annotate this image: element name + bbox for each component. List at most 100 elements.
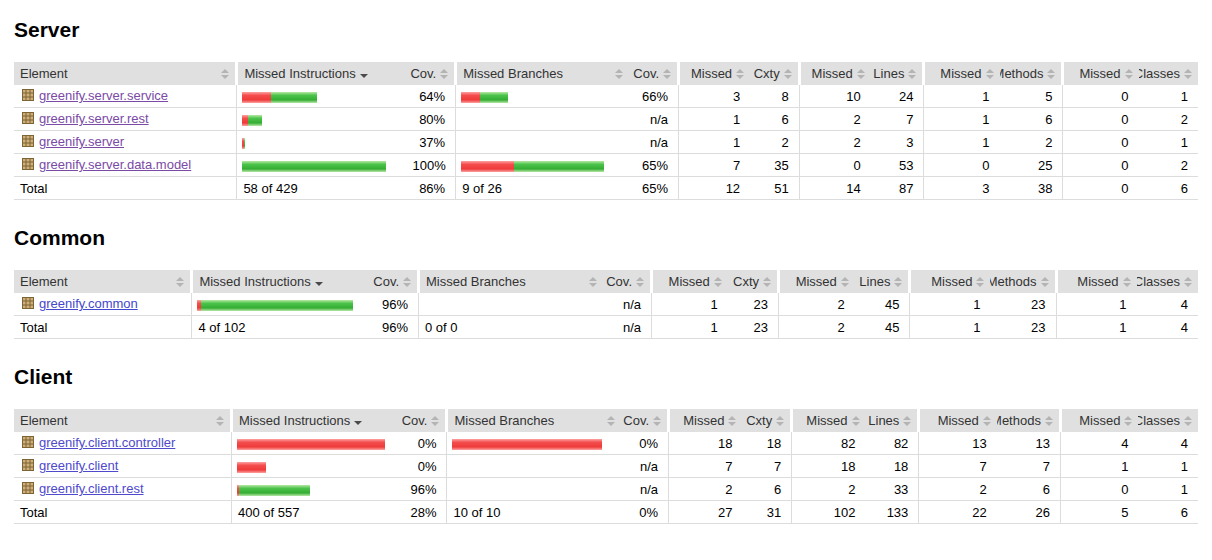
package-icon (22, 297, 34, 312)
branches-bar-covered (480, 92, 508, 103)
instructions-bar-cell (237, 131, 407, 154)
sort-header-cxty[interactable]: Cxty (750, 62, 799, 85)
sort-header-missed-instructions[interactable]: Missed Instructions (192, 270, 372, 293)
header-content: Missed Instructions (199, 274, 366, 289)
sort-down-triangle (1184, 283, 1192, 287)
sort-down-triangle (1041, 283, 1049, 287)
branches-coverage-cell: n/a (629, 131, 678, 154)
sort-header-classes[interactable]: Classes (1139, 62, 1198, 85)
header-label: Missed Instructions (239, 413, 350, 428)
sort-header-cov-[interactable]: Cov. (603, 270, 652, 293)
sort-header-cxty[interactable]: Cxty (728, 270, 779, 293)
sort-header-missed[interactable]: Missed (1060, 409, 1138, 432)
package-link[interactable]: greenify.server (39, 134, 124, 149)
sort-down-triangle (589, 283, 597, 287)
sort-header-cov-[interactable]: Cov. (621, 409, 668, 432)
sort-header-lines[interactable]: Lines (871, 62, 924, 85)
missed-cxty-cell: 1 (679, 108, 751, 131)
sort-down-triangle (663, 75, 671, 79)
sort-header-classes[interactable]: Classes (1137, 270, 1198, 293)
sort-up-triangle (894, 277, 902, 281)
header-label: Missed Branches (463, 66, 563, 81)
sort-header-cov-[interactable]: Cov. (629, 62, 678, 85)
total-instr-cell: 4 of 102 (192, 316, 372, 339)
header-label: Lines (873, 66, 904, 81)
sort-header-missed-instructions[interactable]: Missed Instructions (232, 409, 402, 432)
sort-header-element[interactable]: Element (14, 62, 237, 85)
sort-header-cov-[interactable]: Cov. (407, 62, 456, 85)
sort-header-lines[interactable]: Lines (866, 409, 919, 432)
methods-cell: 2 (1000, 131, 1063, 154)
classes-cell: 4 (1138, 432, 1198, 455)
sort-header-missed[interactable]: Missed (924, 62, 1000, 85)
sort-header-missed[interactable]: Missed (679, 62, 751, 85)
sort-header-missed-instructions[interactable]: Missed Instructions (237, 62, 407, 85)
sort-header-missed[interactable]: Missed (919, 409, 997, 432)
element-cell: greenify.server.data.model (14, 154, 237, 177)
sort-header-methods[interactable]: Methods (990, 270, 1056, 293)
instructions-bar-missed (237, 439, 385, 450)
package-link[interactable]: greenify.server.service (39, 88, 168, 103)
package-icon (22, 89, 34, 104)
package-link[interactable]: greenify.server.data.model (39, 157, 191, 172)
methods-cell: 6 (1000, 108, 1063, 131)
total-missed-cxty-cell: 27 (669, 501, 743, 524)
sort-header-missed[interactable]: Missed (910, 270, 990, 293)
sort-header-element[interactable]: Element (14, 409, 232, 432)
header-content: Missed Instructions (239, 413, 396, 428)
sort-header-missed[interactable]: Missed (779, 270, 855, 293)
total-missed-classes-cell: 1 (1056, 316, 1136, 339)
branches-bar-covered (514, 161, 604, 172)
sort-arrows-icon (663, 69, 671, 79)
sort-arrow-down-icon (354, 416, 362, 425)
sort-header-classes[interactable]: Classes (1138, 409, 1198, 432)
sort-header-missed[interactable]: Missed (1056, 270, 1136, 293)
sort-header-methods[interactable]: Methods (1000, 62, 1063, 85)
header-content: Missed (786, 274, 849, 289)
sort-header-missed[interactable]: Missed (792, 409, 866, 432)
package-link[interactable]: greenify.common (39, 296, 138, 311)
sort-up-triangle (983, 416, 991, 420)
sort-header-missed[interactable]: Missed (1063, 62, 1139, 85)
missed-lines-cell: 0 (799, 154, 871, 177)
sort-header-missed[interactable]: Missed (652, 270, 728, 293)
total-instr-cov-cell: 96% (372, 316, 419, 339)
sort-header-element[interactable]: Element (14, 270, 192, 293)
branches-bar-cell (447, 432, 621, 455)
branches-coverage-cell: n/a (621, 455, 668, 478)
sort-header-missed[interactable]: Missed (799, 62, 871, 85)
sort-down-triangle (976, 283, 984, 287)
sort-header-lines[interactable]: Lines (855, 270, 910, 293)
sort-header-missed-branches[interactable]: Missed Branches (456, 62, 630, 85)
sort-arrows-icon (903, 416, 911, 426)
sort-down-triangle (763, 283, 771, 287)
table-footer: Total4 of 10296%0 of 0n/a12324512314 (14, 316, 1198, 339)
lines-cell: 7 (871, 108, 924, 131)
instructions-bar-cell (237, 108, 407, 131)
package-link[interactable]: greenify.client.controller (39, 435, 175, 450)
package-link[interactable]: greenify.client (39, 458, 118, 473)
package-icon (22, 459, 34, 474)
missed-cxty-cell: 7 (679, 154, 751, 177)
coverage-table: Element Missed Instructions Cov.Missed Bra… (14, 409, 1198, 524)
sort-header-cov-[interactable]: Cov. (402, 409, 447, 432)
sort-header-methods[interactable]: Methods (997, 409, 1061, 432)
classes-cell: 1 (1138, 455, 1198, 478)
coverage-section: CommonElementMissed InstructionsCov.Miss… (14, 226, 1198, 339)
sort-up-triangle (1125, 69, 1133, 73)
sort-header-missed[interactable]: Missed (669, 409, 743, 432)
sort-up-triangle (636, 277, 644, 281)
classes-cell: 1 (1139, 131, 1198, 154)
package-link[interactable]: greenify.server.rest (39, 111, 149, 126)
sort-header-cxty[interactable]: Cxty (742, 409, 791, 432)
package-link[interactable]: greenify.client.rest (39, 481, 144, 496)
sort-header-missed-branches[interactable]: Missed Branches (447, 409, 621, 432)
sort-header-cov-[interactable]: Cov. (372, 270, 419, 293)
sort-down-triangle (1047, 75, 1055, 79)
instructions-coverage-cell: 37% (407, 131, 456, 154)
sort-header-missed-branches[interactable]: Missed Branches (419, 270, 603, 293)
total-cxty-cell: 31 (742, 501, 791, 524)
coverage-table: Element Missed Instructions Cov.Missed Bra… (14, 270, 1198, 339)
missed-classes-cell: 4 (1060, 432, 1138, 455)
sort-up-triangle (908, 69, 916, 73)
